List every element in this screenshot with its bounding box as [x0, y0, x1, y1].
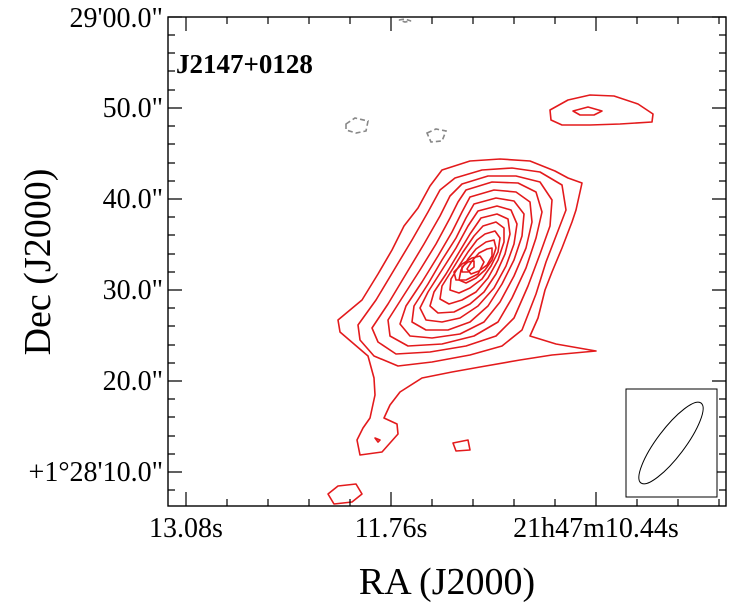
contour-level-1 — [337, 158, 597, 456]
contour-level-5 — [399, 189, 533, 339]
contour-island-1 — [452, 439, 471, 452]
plot-frame — [167, 16, 727, 507]
x-tick-labels: 13.08s 11.76s 21h47m10.44s — [149, 513, 679, 544]
y-tick-label: 50.0" — [103, 93, 163, 124]
beam-ellipse — [638, 401, 704, 485]
x-ticks — [185, 17, 720, 506]
contour-level-11 — [458, 239, 497, 284]
contour-level-6 — [411, 197, 525, 331]
x-tick-label: 13.08s — [149, 513, 223, 544]
negative-contour-1 — [345, 117, 369, 134]
y-tick-label: 40.0" — [103, 184, 163, 215]
beam-box — [625, 388, 718, 498]
negative-contour-2 — [425, 128, 448, 143]
contour-level-2 — [357, 167, 567, 367]
y-tick-label: +1°28'10.0" — [29, 457, 163, 488]
contour-north-outer — [549, 94, 654, 126]
contour-level-9 — [439, 221, 505, 305]
y-tick-label: 20.0" — [103, 366, 163, 397]
x-axis-title: RA (J2000) — [359, 561, 535, 603]
contour-island-2 — [327, 483, 363, 505]
contour-level-3 — [371, 175, 553, 355]
y-tick-label: 29'00.0" — [70, 3, 163, 34]
source-label: J2147+0128 — [176, 49, 313, 79]
y-tick-labels: +1°28'10.0" 20.0" 30.0" 40.0" 50.0" 29'0… — [29, 3, 163, 488]
contour-north-inner — [572, 106, 603, 116]
x-tick-label: 21h47m10.44s — [513, 513, 679, 544]
y-axis-title: Dec (J2000) — [17, 169, 59, 356]
beam-inset — [625, 388, 718, 498]
contour-island-3 — [374, 437, 381, 443]
contour-level-7 — [419, 205, 518, 323]
contour-level-14 — [461, 260, 475, 273]
contour-level-8 — [429, 213, 511, 314]
y-tick-label: 30.0" — [103, 275, 163, 306]
negative-contour-3 — [398, 18, 412, 23]
contour-level-10 — [449, 230, 501, 294]
x-tick-label: 11.76s — [355, 513, 428, 544]
positive-contours — [327, 94, 654, 505]
contour-level-4 — [387, 181, 543, 347]
negative-contours — [345, 18, 448, 143]
contour-level-13 — [453, 255, 485, 281]
